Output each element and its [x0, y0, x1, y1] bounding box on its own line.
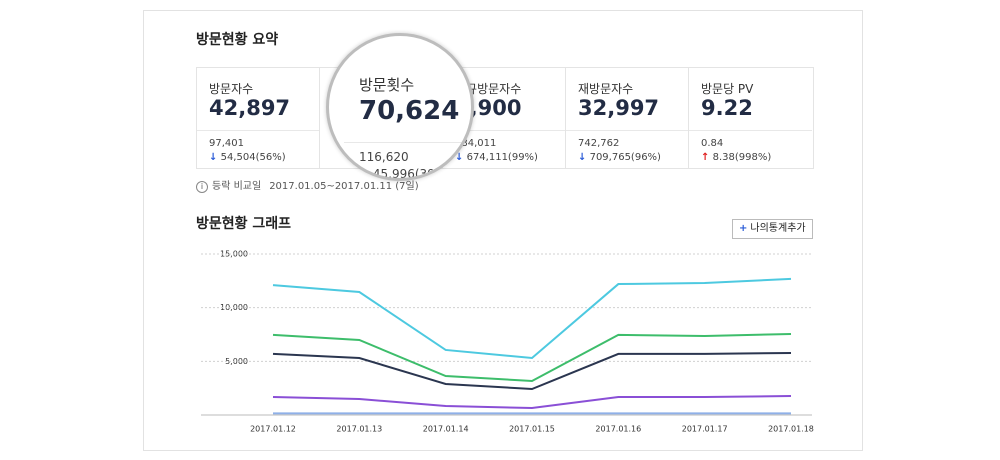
chart-title: 방문현황 그래프 — [196, 216, 292, 232]
change-text: 54,504(56%) — [220, 152, 286, 163]
magnifier: 방문횟수 70,624 116,620 ↓ 45,996(39%) — [326, 33, 474, 181]
card-previous: 97,401 — [209, 138, 244, 149]
divider — [566, 130, 688, 131]
card-value: 9.22 — [701, 96, 753, 120]
divider — [344, 142, 471, 143]
compare-range: 2017.01.05~2017.01.11 (7일) — [269, 181, 419, 192]
card-label: 방문자수 — [209, 82, 254, 96]
card-change: ↓ 674,111(99%) — [455, 152, 538, 163]
down-arrow: ↓ — [209, 152, 218, 163]
card-value: 32,997 — [578, 96, 660, 120]
card-previous: 0.84 — [701, 138, 724, 149]
divider — [443, 130, 565, 131]
card-label: 방문횟수 — [359, 76, 415, 94]
card-change: ↓ 709,765(96%) — [578, 152, 661, 163]
x-tick-label: 2017.01.18 — [768, 425, 814, 434]
card-value: 70,624 — [359, 96, 460, 126]
up-arrow: ↑ — [701, 152, 710, 163]
button-label: 나의통계추가 — [750, 223, 806, 234]
card-change: ↓ 45,996(39%) — [359, 167, 451, 181]
x-tick-label: 2017.01.15 — [509, 425, 555, 434]
series-line — [272, 351, 792, 391]
card-change: ↓ 54,504(56%) — [209, 152, 286, 163]
divider — [689, 130, 812, 131]
section-title: 방문현황 요약 — [196, 32, 279, 48]
add-stat-button[interactable]: + 나의통계추가 — [732, 219, 813, 239]
series-line — [272, 332, 792, 382]
card: 방문당 PV 9.22 0.84 ↑ 8.38(998%) — [689, 68, 812, 168]
card: 방문자수 42,897 97,401 ↓ 54,504(56%) — [197, 68, 320, 168]
series-line — [272, 277, 792, 360]
panel: 방문현황 요약 방문자수 42,897 97,401 ↓ 54,504(56%)… — [143, 10, 863, 451]
card-change: ↑ 8.38(998%) — [701, 152, 771, 163]
series-line — [272, 395, 792, 410]
info-icon: i — [196, 181, 208, 193]
card-label: 방문당 PV — [701, 82, 754, 96]
card-previous: 742,762 — [578, 138, 620, 149]
card-previous: 684,011 — [455, 138, 497, 149]
x-tick-label: 2017.01.17 — [682, 425, 728, 434]
card: 재방문자수 32,997 742,762 ↓ 709,765(96%) — [566, 68, 689, 168]
card-label: 재방문자수 — [578, 82, 634, 96]
change-text: 45,996(39%) — [372, 167, 451, 181]
down-arrow: ↓ — [455, 152, 464, 163]
x-tick-label: 2017.01.14 — [423, 425, 469, 434]
card-value: 42,897 — [209, 96, 291, 120]
card-previous: 116,620 — [359, 150, 409, 164]
compare-info: i 등락 비교일 2017.01.05~2017.01.11 (7일) — [196, 177, 419, 193]
x-tick-label: 2017.01.12 — [250, 425, 296, 434]
compare-label: 등락 비교일 — [212, 181, 262, 192]
change-text: 8.38(998%) — [712, 152, 772, 163]
x-tick-label: 2017.01.13 — [336, 425, 382, 434]
x-tick-label: 2017.01.16 — [595, 425, 641, 434]
change-text: 709,765(96%) — [589, 152, 661, 163]
down-arrow: ↓ — [359, 167, 370, 181]
change-text: 674,111(99%) — [466, 152, 538, 163]
y-tick-label: 5,000 — [225, 357, 248, 366]
divider — [197, 130, 319, 131]
down-arrow: ↓ — [578, 152, 587, 163]
plus-icon: + — [739, 223, 748, 234]
